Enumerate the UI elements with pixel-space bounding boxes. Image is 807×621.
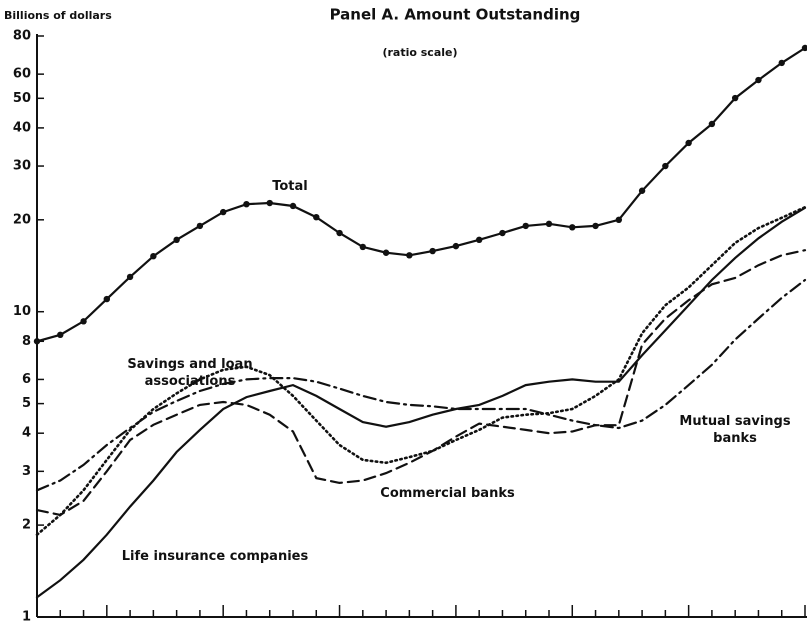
series-marker [522,222,529,230]
series-line [35,205,807,536]
series-marker [499,229,506,237]
series-marker [801,44,807,52]
series-label: Mutual savings banks [679,414,791,446]
series-marker [196,222,204,230]
series-marker [173,236,180,244]
series-marker [382,249,390,256]
series-marker [731,94,739,102]
y-tick-label: 40 [13,120,31,135]
series-marker [243,200,250,208]
series-marker [778,59,785,67]
y-tick-label: 3 [22,464,31,479]
series-marker [126,273,134,281]
series-marker [615,216,623,224]
y-tick-label: 60 [13,67,31,82]
y-axis-label: Billions of dollars [4,9,112,22]
annotation: (ratio scale) [382,46,457,59]
y-tick-label: 50 [13,91,31,106]
y-tick-label: 5 [22,396,31,411]
series-marker [336,229,343,237]
series-marker [662,162,669,170]
series-marker [638,187,646,194]
y-tick-label: 6 [22,372,31,387]
series-marker [57,331,64,339]
series-marker [289,202,297,210]
y-tick-label: 2 [22,518,31,533]
series-line [35,278,807,492]
series-marker [80,318,87,325]
y-tick-label: 8 [22,334,31,349]
series-marker [569,224,576,231]
series-label: Life insurance companies [121,549,309,564]
series-marker [33,338,41,345]
series-marker [708,120,716,128]
series-line [35,249,807,517]
series-line [35,206,807,599]
series-label: Savings and loan associations [127,357,253,389]
y-tick-label: 30 [13,159,31,174]
series-label: Total [272,179,308,194]
series-marker [592,222,599,230]
y-tick-label: 20 [13,212,31,227]
series-line [35,46,807,343]
y-tick-label: 4 [22,426,31,441]
series-marker [475,236,483,244]
series-label: Commercial banks [380,486,515,501]
series-marker [266,199,273,207]
chart-title: Panel A. Amount Outstanding [330,6,581,24]
y-tick-label: 1 [22,610,31,621]
series-marker [313,213,320,221]
series-marker [150,252,157,260]
series-marker [545,220,553,228]
series-marker [755,76,762,84]
series-marker [406,252,413,259]
series-marker [103,295,111,303]
series-marker [359,243,367,251]
y-tick-label: 80 [13,29,31,44]
series-marker [219,208,227,216]
y-tick-label: 10 [13,304,31,319]
series-marker [452,242,460,250]
series-marker [685,139,692,147]
series-marker [429,247,436,255]
